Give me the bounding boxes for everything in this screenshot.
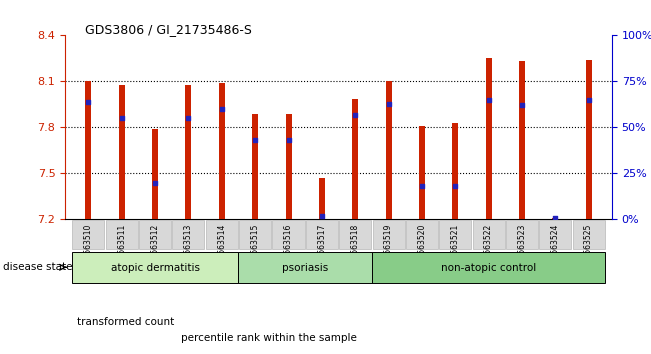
Point — [117, 115, 127, 121]
FancyBboxPatch shape — [339, 220, 371, 249]
Point — [217, 106, 227, 112]
FancyBboxPatch shape — [539, 220, 572, 249]
FancyBboxPatch shape — [206, 220, 238, 249]
FancyBboxPatch shape — [273, 220, 305, 249]
Text: GSM663525: GSM663525 — [584, 224, 593, 270]
Text: atopic dermatitis: atopic dermatitis — [111, 263, 200, 273]
Point — [250, 137, 260, 143]
Text: GSM663522: GSM663522 — [484, 224, 493, 270]
FancyBboxPatch shape — [306, 220, 338, 249]
Bar — [552, 218, 559, 219]
Text: GSM663514: GSM663514 — [217, 224, 227, 270]
Text: GSM663512: GSM663512 — [150, 224, 159, 270]
Text: GSM663511: GSM663511 — [117, 224, 126, 270]
Bar — [286, 114, 292, 219]
FancyBboxPatch shape — [72, 252, 238, 283]
Text: GSM663520: GSM663520 — [417, 224, 426, 270]
Point — [350, 112, 361, 118]
Text: GSM663523: GSM663523 — [518, 224, 527, 270]
Bar — [419, 126, 425, 219]
FancyBboxPatch shape — [139, 220, 171, 249]
Point — [450, 183, 460, 189]
FancyBboxPatch shape — [238, 252, 372, 283]
Text: disease state: disease state — [3, 262, 73, 272]
FancyBboxPatch shape — [473, 220, 505, 249]
Point — [184, 115, 194, 121]
Text: GSM663510: GSM663510 — [84, 224, 93, 270]
Point — [150, 180, 160, 185]
Text: psoriasis: psoriasis — [282, 263, 328, 273]
FancyBboxPatch shape — [406, 220, 438, 249]
Text: GSM663521: GSM663521 — [450, 224, 460, 270]
Bar — [352, 99, 358, 219]
Point — [283, 137, 294, 143]
FancyBboxPatch shape — [372, 220, 404, 249]
Text: percentile rank within the sample: percentile rank within the sample — [181, 333, 357, 343]
Point — [517, 103, 527, 108]
Bar — [85, 81, 91, 219]
Text: non-atopic control: non-atopic control — [441, 263, 536, 273]
FancyBboxPatch shape — [573, 220, 605, 249]
FancyBboxPatch shape — [372, 252, 605, 283]
Text: GSM663524: GSM663524 — [551, 224, 560, 270]
Point — [483, 97, 493, 103]
Bar — [385, 81, 391, 219]
Text: GSM663516: GSM663516 — [284, 224, 293, 270]
Point — [550, 215, 561, 221]
Bar — [186, 85, 191, 219]
Text: transformed count: transformed count — [77, 317, 174, 327]
Point — [383, 101, 394, 106]
Bar — [219, 83, 225, 219]
FancyBboxPatch shape — [239, 220, 271, 249]
Point — [316, 213, 327, 219]
Bar — [319, 178, 325, 219]
FancyBboxPatch shape — [105, 220, 138, 249]
Bar — [118, 85, 125, 219]
Bar — [586, 60, 592, 219]
Bar — [519, 62, 525, 219]
Bar — [152, 129, 158, 219]
Point — [83, 99, 94, 104]
FancyBboxPatch shape — [506, 220, 538, 249]
FancyBboxPatch shape — [173, 220, 204, 249]
Text: GSM663517: GSM663517 — [317, 224, 326, 270]
Text: GSM663513: GSM663513 — [184, 224, 193, 270]
Text: GSM663515: GSM663515 — [251, 224, 260, 270]
Bar — [252, 114, 258, 219]
FancyBboxPatch shape — [439, 220, 471, 249]
Bar — [452, 123, 458, 219]
Text: GDS3806 / GI_21735486-S: GDS3806 / GI_21735486-S — [85, 23, 251, 36]
Bar — [486, 58, 492, 219]
FancyBboxPatch shape — [72, 220, 104, 249]
Point — [417, 183, 427, 189]
Text: GSM663518: GSM663518 — [351, 224, 360, 270]
Point — [583, 97, 594, 103]
Text: GSM663519: GSM663519 — [384, 224, 393, 270]
